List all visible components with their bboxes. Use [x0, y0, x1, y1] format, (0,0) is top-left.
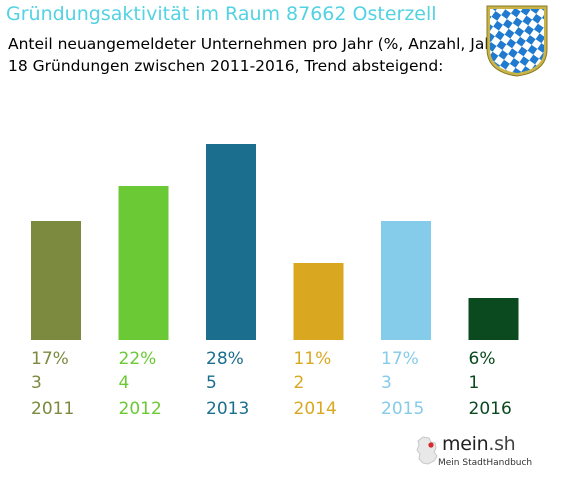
- count-label-2014: 2: [294, 373, 305, 393]
- count-label-2013: 5: [206, 373, 217, 393]
- year-label-2011: 2011: [31, 399, 74, 419]
- logo-tagline: Mein StadtHandbuch: [438, 458, 533, 468]
- count-label-2015: 3: [381, 373, 392, 393]
- year-label-2013: 2013: [206, 399, 249, 419]
- year-label-2012: 2012: [119, 399, 162, 419]
- percent-label-2014: 11%: [294, 349, 332, 369]
- bar-2012: [118, 186, 169, 340]
- count-label-2011: 3: [31, 373, 42, 393]
- bar-2016: [468, 298, 519, 340]
- percent-label-2013: 28%: [206, 349, 244, 369]
- chart-subtitle: Anteil neuangemeldeter Unternehmen pro J…: [8, 35, 507, 53]
- logo-wordmark: mein.sh: [442, 433, 516, 455]
- germany-map-icon: [416, 436, 438, 465]
- percent-label-2016: 6%: [469, 349, 496, 369]
- chart-title: Gründungsaktivität im Raum 87662 Osterze…: [6, 3, 437, 25]
- year-label-2015: 2015: [381, 399, 424, 419]
- year-label-2014: 2014: [294, 399, 337, 419]
- bar-2011: [31, 221, 81, 340]
- bar-2015: [381, 221, 431, 340]
- bar-2014: [293, 263, 344, 340]
- percent-label-2015: 17%: [381, 349, 419, 369]
- count-label-2016: 1: [469, 373, 480, 393]
- year-label-2016: 2016: [469, 399, 512, 419]
- mein-sh-logo[interactable]: mein.sh Mein StadtHandbuch: [414, 432, 533, 472]
- percent-label-2011: 17%: [31, 349, 69, 369]
- chart-summary: 18 Gründungen zwischen 2011-2016, Trend …: [8, 57, 444, 75]
- percent-label-2012: 22%: [119, 349, 157, 369]
- bar-2013: [206, 144, 256, 340]
- count-label-2012: 4: [119, 373, 130, 393]
- bavaria-crest-icon: [486, 5, 548, 77]
